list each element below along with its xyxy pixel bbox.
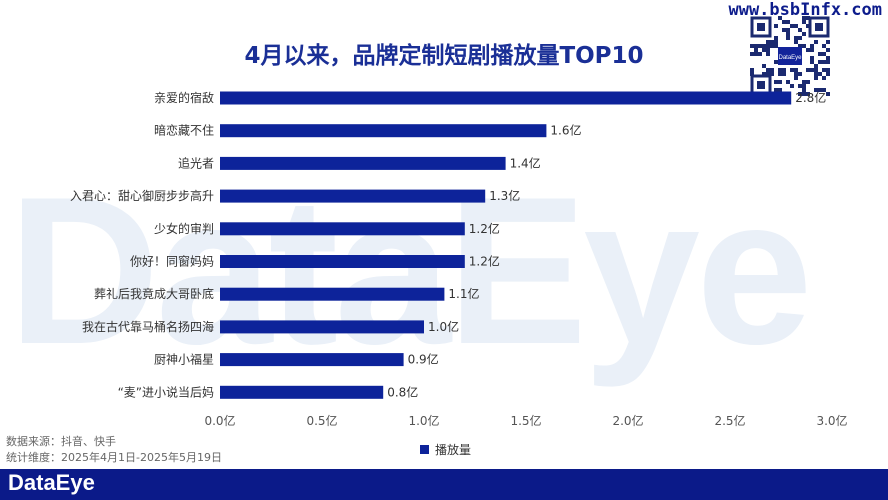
bar xyxy=(220,255,465,268)
value-label: 1.4亿 xyxy=(510,155,541,170)
qr-logo-text: DataEye xyxy=(778,55,802,61)
source-notes: 数据来源：抖音、快手 统计维度：2025年4月1日-2025年5月19日 xyxy=(6,434,222,466)
value-label: 1.6亿 xyxy=(550,123,581,138)
category-label: 我在古代靠马桶名扬四海 xyxy=(82,319,214,334)
bar xyxy=(220,91,792,105)
category-label: 少女的审判 xyxy=(154,221,214,236)
bar xyxy=(220,222,465,236)
bar xyxy=(220,320,424,334)
x-tick-label: 1.5亿 xyxy=(510,413,541,428)
category-label: 葬礼后我竟成大哥卧底 xyxy=(94,286,214,301)
bar xyxy=(220,385,384,399)
category-label: 入君心：甜心御厨步步高升 xyxy=(70,188,214,203)
chart-title: 4月以来，品牌定制短剧播放量TOP10 xyxy=(244,43,644,69)
category-label: 厨神小福星 xyxy=(154,352,214,367)
value-label: 0.9亿 xyxy=(408,352,439,367)
category-label: “麦”进小说当后妈 xyxy=(118,384,214,399)
value-label: 0.8亿 xyxy=(387,384,418,399)
category-label: 你好！同窗妈妈 xyxy=(130,255,214,269)
value-label: 1.2亿 xyxy=(469,254,500,269)
x-tick-label: 0.5亿 xyxy=(306,413,337,428)
value-label: 1.2亿 xyxy=(469,221,500,236)
bar xyxy=(220,124,547,138)
value-label: 2.8亿 xyxy=(795,90,826,105)
category-label: 暗恋藏不住 xyxy=(154,123,214,138)
x-tick-label: 0.0亿 xyxy=(204,413,235,428)
value-label: 1.1亿 xyxy=(448,286,479,301)
value-label: 1.0亿 xyxy=(428,319,459,334)
period-note: 统计维度：2025年4月1日-2025年5月19日 xyxy=(6,451,222,464)
category-label: 亲爱的宿敌 xyxy=(154,90,214,105)
legend-label: 播放量 xyxy=(435,443,472,457)
x-tick-label: 3.0亿 xyxy=(816,413,847,428)
bar xyxy=(220,156,506,170)
x-tick-label: 1.0亿 xyxy=(408,413,439,428)
bar xyxy=(220,189,486,203)
data-source-note: 数据来源：抖音、快手 xyxy=(6,435,116,448)
bar xyxy=(220,353,404,367)
footer-logo: DataEye xyxy=(8,470,95,495)
bar xyxy=(220,287,445,301)
legend: 播放量 xyxy=(420,441,471,458)
footer-bar: DataEye xyxy=(0,469,888,500)
x-tick-label: 2.0亿 xyxy=(612,413,643,428)
site-url-text: www.bsbInfx.com xyxy=(728,0,882,20)
value-label: 1.3亿 xyxy=(489,188,520,203)
x-tick-label: 2.5亿 xyxy=(714,413,745,428)
legend-swatch xyxy=(420,445,429,454)
category-label: 追光者 xyxy=(178,155,214,170)
qr-code-icon: DataEye xyxy=(750,16,830,96)
